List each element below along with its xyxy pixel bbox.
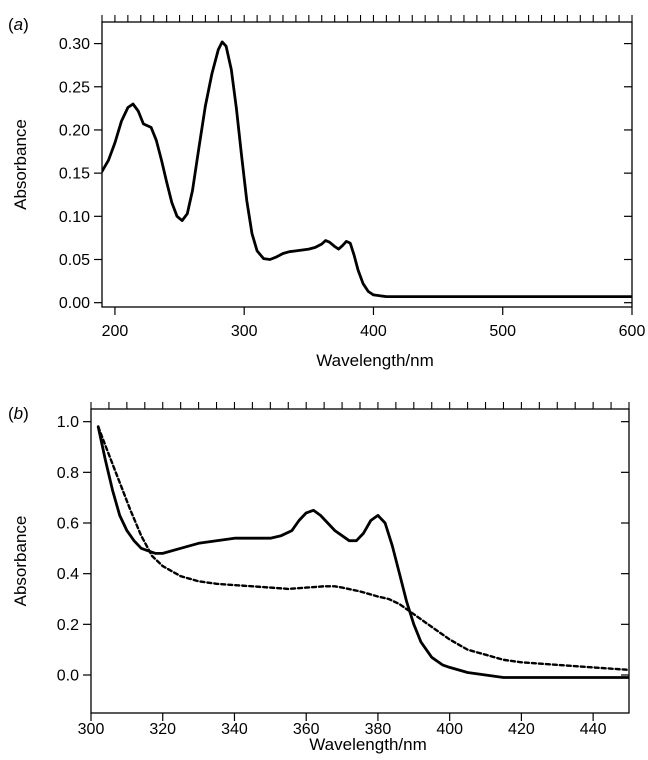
x-axis-title: Wavelength/nm [316, 351, 433, 370]
y-tick-label: 0.25 [59, 79, 90, 96]
x-tick-label: 360 [293, 721, 320, 738]
y-tick-label: 0.2 [57, 617, 79, 634]
y-tick-label: 0.10 [59, 209, 90, 226]
y-tick-label: 1.0 [57, 414, 79, 431]
x-tick-label: 400 [360, 323, 387, 340]
series-line-solid [96, 425, 629, 679]
panel-b: 300 320 340 360 380 400 420 440 0.0 0.2 0.4 0.6 0.8 1… [8, 402, 630, 754]
x-tick-label: 300 [231, 323, 258, 340]
y-tick-label: 0.6 [57, 516, 79, 533]
x-tick-label: 600 [619, 323, 646, 340]
plot-frame [101, 21, 633, 308]
x-tick-label: 440 [580, 721, 607, 738]
series-line-dashed [97, 425, 629, 672]
y-axis-title: Absorbance [11, 516, 30, 607]
x-tick-label: 380 [365, 721, 392, 738]
y-tick-label: 0.15 [59, 166, 90, 183]
x-tick-label: 320 [149, 721, 176, 738]
y-tick-label: 0.0 [57, 668, 79, 685]
y-axis-title: Absorbance [11, 119, 30, 210]
x-tick-label: 420 [508, 721, 535, 738]
panel-label: (b) [8, 404, 29, 423]
x-tick-label: 200 [102, 323, 129, 340]
y-tick-label: 0.4 [57, 566, 79, 583]
x-tick-label: 400 [436, 721, 463, 738]
series-line-solid [102, 40, 632, 298]
y-tick-label: 0.00 [59, 295, 90, 312]
y-tick-label: 0.8 [57, 465, 79, 482]
plot-frame [90, 408, 630, 714]
x-tick-label: 500 [489, 323, 516, 340]
y-tick-label: 0.30 [59, 36, 90, 53]
x-tick-label: 300 [78, 721, 105, 738]
x-tick-label: 340 [221, 721, 248, 738]
y-tick-label: 0.05 [59, 252, 90, 269]
x-axis-title: Wavelength/nm [309, 735, 426, 754]
panel-label: (a) [8, 15, 29, 34]
panel-a: 200 300 400 500 600 0.00 0.05 0.10 0.15 0.20 0.25 0… [8, 15, 645, 370]
y-tick-label: 0.20 [59, 122, 90, 139]
